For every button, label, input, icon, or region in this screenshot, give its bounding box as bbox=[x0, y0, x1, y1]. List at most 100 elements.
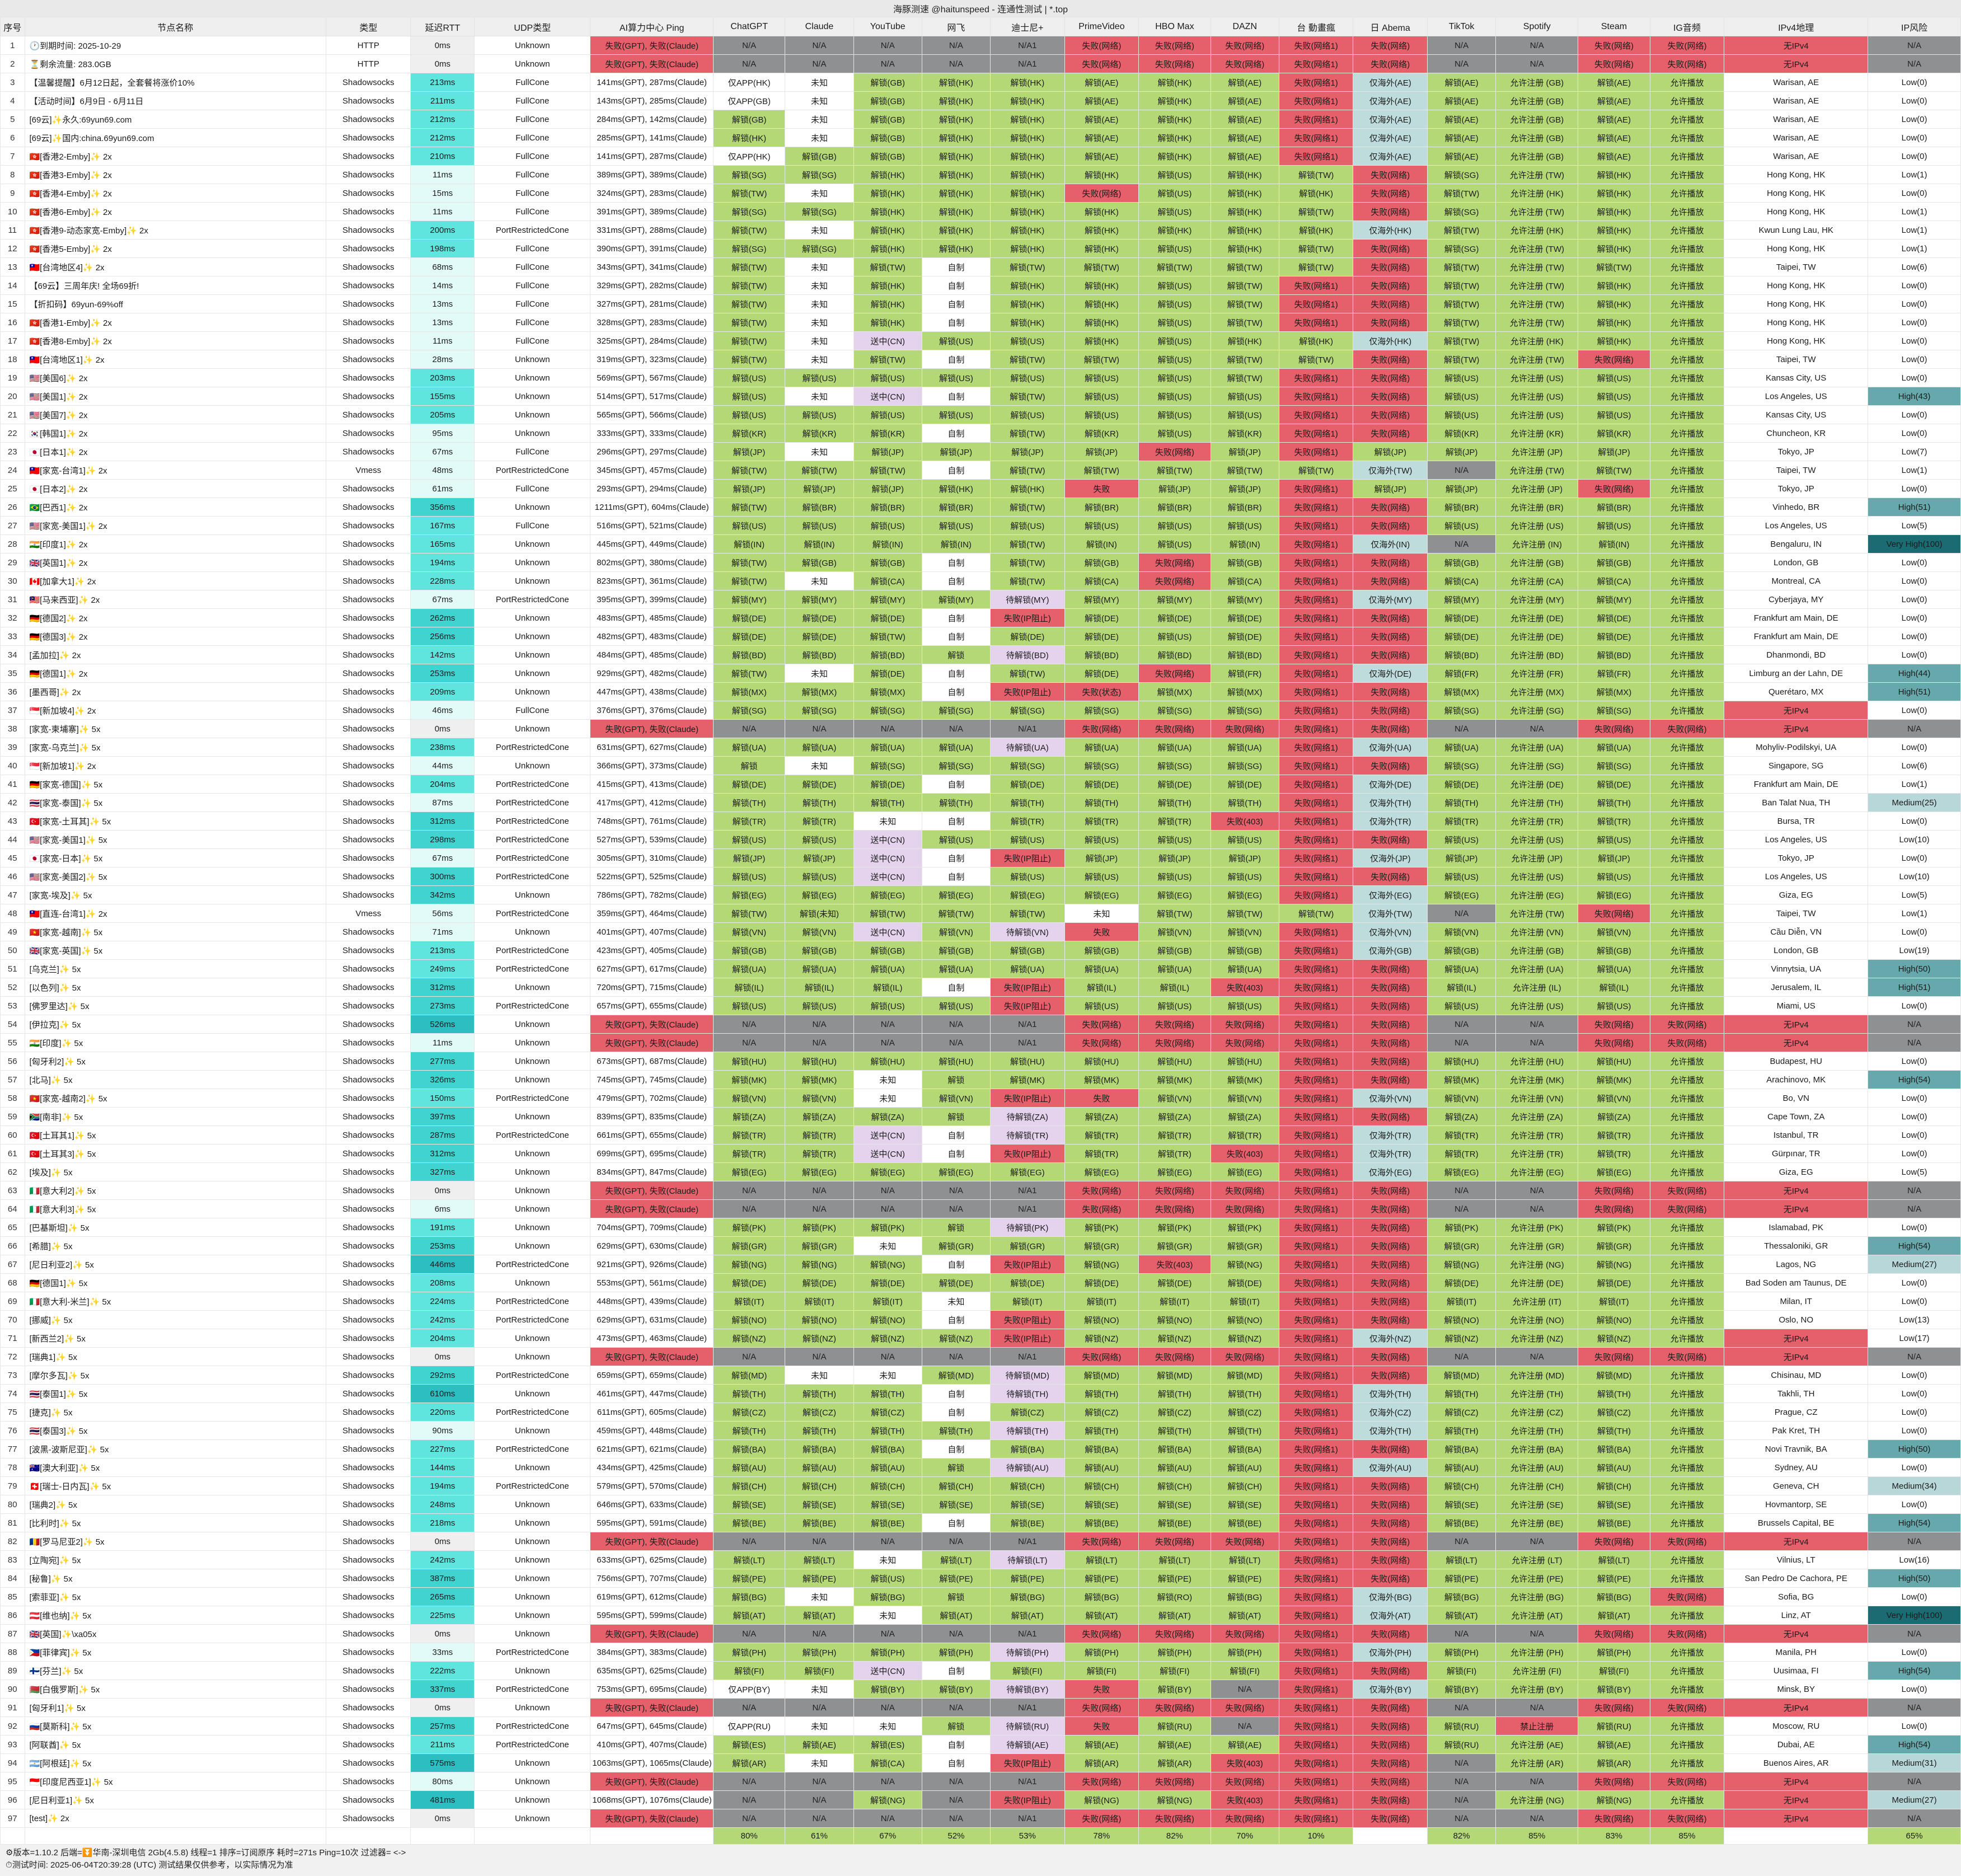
cell-hbomax: 失败(403) bbox=[1138, 1255, 1211, 1274]
column-header-6[interactable]: ChatGPT bbox=[712, 17, 786, 36]
cell-ip-risk: Low(0) bbox=[1868, 276, 1961, 295]
row-number: 6 bbox=[0, 128, 25, 147]
latency-rtt: 211ms bbox=[410, 91, 475, 110]
column-header-7[interactable]: Claude bbox=[785, 17, 854, 36]
column-header-16[interactable]: TikTok bbox=[1427, 17, 1496, 36]
ai-ping: 284ms(GPT), 142ms(Claude) bbox=[590, 110, 714, 129]
column-header-18[interactable]: Steam bbox=[1578, 17, 1650, 36]
udp-type: PortRestrictedCone bbox=[474, 221, 591, 240]
cell-spotify: 允许注册 (PH) bbox=[1495, 1643, 1579, 1662]
udp-type: Unknown bbox=[474, 1772, 591, 1791]
cell-claude: 解锁(GB) bbox=[785, 553, 854, 572]
cell-anime-madness: 失败(网络1) bbox=[1278, 405, 1354, 424]
cell-chatgpt: 解锁(PK) bbox=[712, 1218, 786, 1237]
row-number: 13 bbox=[0, 257, 25, 276]
protocol-type: Shadowsocks bbox=[326, 276, 411, 295]
ai-ping: 1211ms(GPT), 604ms(Claude) bbox=[590, 498, 714, 517]
column-header-20[interactable]: IPv4地理 bbox=[1724, 17, 1869, 36]
cell-disney: 解锁(TW) bbox=[990, 553, 1065, 572]
cell-steam: 解锁(KR) bbox=[1578, 424, 1650, 443]
cell-tiktok: 解锁(BG) bbox=[1427, 1587, 1496, 1606]
node-name: 🇺🇸[美国1]✨ 2x bbox=[24, 387, 327, 406]
column-header-0[interactable]: 序号 bbox=[0, 17, 25, 36]
column-header-19[interactable]: IG音频 bbox=[1649, 17, 1725, 36]
cell-chatgpt: N/A bbox=[712, 1033, 786, 1052]
row-number: 62 bbox=[0, 1162, 25, 1181]
ai-ping: 343ms(GPT), 341ms(Claude) bbox=[590, 257, 714, 276]
cell-anime-madness: 失败(网络1) bbox=[1278, 73, 1354, 92]
column-header-1[interactable]: 节点名称 bbox=[24, 17, 327, 36]
latency-rtt: 262ms bbox=[410, 608, 475, 627]
cell-hbomax: 解锁(US) bbox=[1138, 405, 1211, 424]
cell-anime-madness: 失败(网络1) bbox=[1278, 294, 1354, 313]
node-name: 🇷🇴[罗马尼亚2]✨ 5x bbox=[24, 1532, 327, 1551]
table-row: 54 [伊拉克]✨ 5x Shadowsocks 526ms Unknown 失败(GPT… bbox=[0, 1015, 1961, 1034]
cell-netflix: 解锁(SG) bbox=[921, 756, 991, 775]
cell-primevideo: 解锁(AE) bbox=[1064, 73, 1139, 92]
row-number: 30 bbox=[0, 571, 25, 590]
cell-dazn: 解锁(US) bbox=[1210, 996, 1279, 1015]
row-number: 9 bbox=[0, 184, 25, 203]
cell-steam: 解锁(US) bbox=[1578, 516, 1650, 535]
cell-tiktok: 解锁(RU) bbox=[1427, 1716, 1496, 1736]
row-number: 78 bbox=[0, 1458, 25, 1477]
column-header-5[interactable]: AI算力中心 Ping bbox=[590, 17, 714, 36]
row-number: 80 bbox=[0, 1495, 25, 1514]
column-header-2[interactable]: 类型 bbox=[326, 17, 411, 36]
node-name: 🇵🇭[菲律宾]✨ 5x bbox=[24, 1643, 327, 1662]
udp-type: FullCone bbox=[474, 184, 591, 203]
cell-hbomax: 失败(网络) bbox=[1138, 36, 1211, 55]
table-row: 88 🇵🇭[菲律宾]✨ 5x Shadowsocks 33ms PortRestrict… bbox=[0, 1643, 1961, 1662]
footer-config-line: ⚙版本=1.10.2 后端=⏬华南-深圳电信 2Gb(4.5.8) 线程=1 排… bbox=[6, 1848, 406, 1858]
cell-ip-risk: High(51) bbox=[1868, 682, 1961, 701]
cell-spotify: 允许注册 (US) bbox=[1495, 996, 1579, 1015]
cell-disney: 解锁(DE) bbox=[990, 775, 1065, 794]
cell-hbomax: 解锁(GB) bbox=[1138, 941, 1211, 960]
column-header-10[interactable]: 迪士尼+ bbox=[990, 17, 1065, 36]
cell-ig-audio: 允许播放 bbox=[1649, 775, 1725, 794]
latency-rtt: 273ms bbox=[410, 996, 475, 1015]
cell-ig-audio: 允许播放 bbox=[1649, 350, 1725, 369]
cell-disney: 待解锁(BY) bbox=[990, 1680, 1065, 1699]
ai-ping: 445ms(GPT), 449ms(Claude) bbox=[590, 534, 714, 554]
cell-youtube: N/A bbox=[853, 1698, 922, 1717]
cell-ipv4-geo: Bo, VN bbox=[1724, 1089, 1869, 1108]
cell-claude: 解锁(CZ) bbox=[785, 1403, 854, 1422]
column-header-14[interactable]: 台 動畫瘋 bbox=[1278, 17, 1354, 36]
node-name: 【69云】三周年庆! 全场69折! bbox=[24, 276, 327, 295]
cell-youtube: N/A bbox=[853, 36, 922, 55]
cell-steam: 解锁(HK) bbox=[1578, 276, 1650, 295]
cell-ipv4-geo: Geneva, CH bbox=[1724, 1476, 1869, 1495]
column-header-3[interactable]: 延迟RTT bbox=[410, 17, 475, 36]
cell-disney: N/A1 bbox=[990, 54, 1065, 73]
cell-disney: 解锁(TW) bbox=[990, 498, 1065, 517]
cell-spotify: 允许注册 (GB) bbox=[1495, 110, 1579, 129]
cell-chatgpt: 解锁(TW) bbox=[712, 221, 786, 240]
row-number: 45 bbox=[0, 848, 25, 867]
udp-type: Unknown bbox=[474, 719, 591, 738]
column-header-4[interactable]: UDP类型 bbox=[474, 17, 591, 36]
column-header-21[interactable]: IP风险 bbox=[1868, 17, 1961, 36]
cell-anime-madness: 失败(网络1) bbox=[1278, 1125, 1354, 1145]
page-title: 海豚测速 @haitunspeed - 连通性测试 | *.top bbox=[893, 5, 1068, 15]
column-header-12[interactable]: HBO Max bbox=[1138, 17, 1211, 36]
cell-claude: N/A bbox=[785, 54, 854, 73]
column-header-9[interactable]: 网飞 bbox=[921, 17, 991, 36]
cell-ip-risk: Low(0) bbox=[1868, 368, 1961, 387]
column-header-15[interactable]: 日 Abema bbox=[1353, 17, 1428, 36]
node-name: 🇧🇾[白俄罗斯]✨ 5x bbox=[24, 1680, 327, 1699]
protocol-type: Shadowsocks bbox=[326, 627, 411, 646]
column-header-13[interactable]: DAZN bbox=[1210, 17, 1279, 36]
table-row: 8 🇭🇰[香港3-Emby]✨ 2x Shadowsocks 11ms FullCone… bbox=[0, 165, 1961, 184]
column-header-17[interactable]: Spotify bbox=[1495, 17, 1579, 36]
ai-ping: 619ms(GPT), 612ms(Claude) bbox=[590, 1587, 714, 1606]
column-header-8[interactable]: YouTube bbox=[853, 17, 922, 36]
cell-spotify: 允许注册 (JP) bbox=[1495, 479, 1579, 498]
cell-ipv4-geo: Takhli, TH bbox=[1724, 1384, 1869, 1403]
udp-type: PortRestrictedCone bbox=[474, 1125, 591, 1145]
table-row: 80 [瑞典2]✨ 5x Shadowsocks 248ms Unknown 646ms(… bbox=[0, 1495, 1961, 1514]
column-header-11[interactable]: PrimeVideo bbox=[1064, 17, 1139, 36]
cell-claude: N/A bbox=[785, 719, 854, 738]
cell-ig-audio: 允许播放 bbox=[1649, 461, 1725, 480]
cell-tiktok: 解锁(GB) bbox=[1427, 553, 1496, 572]
